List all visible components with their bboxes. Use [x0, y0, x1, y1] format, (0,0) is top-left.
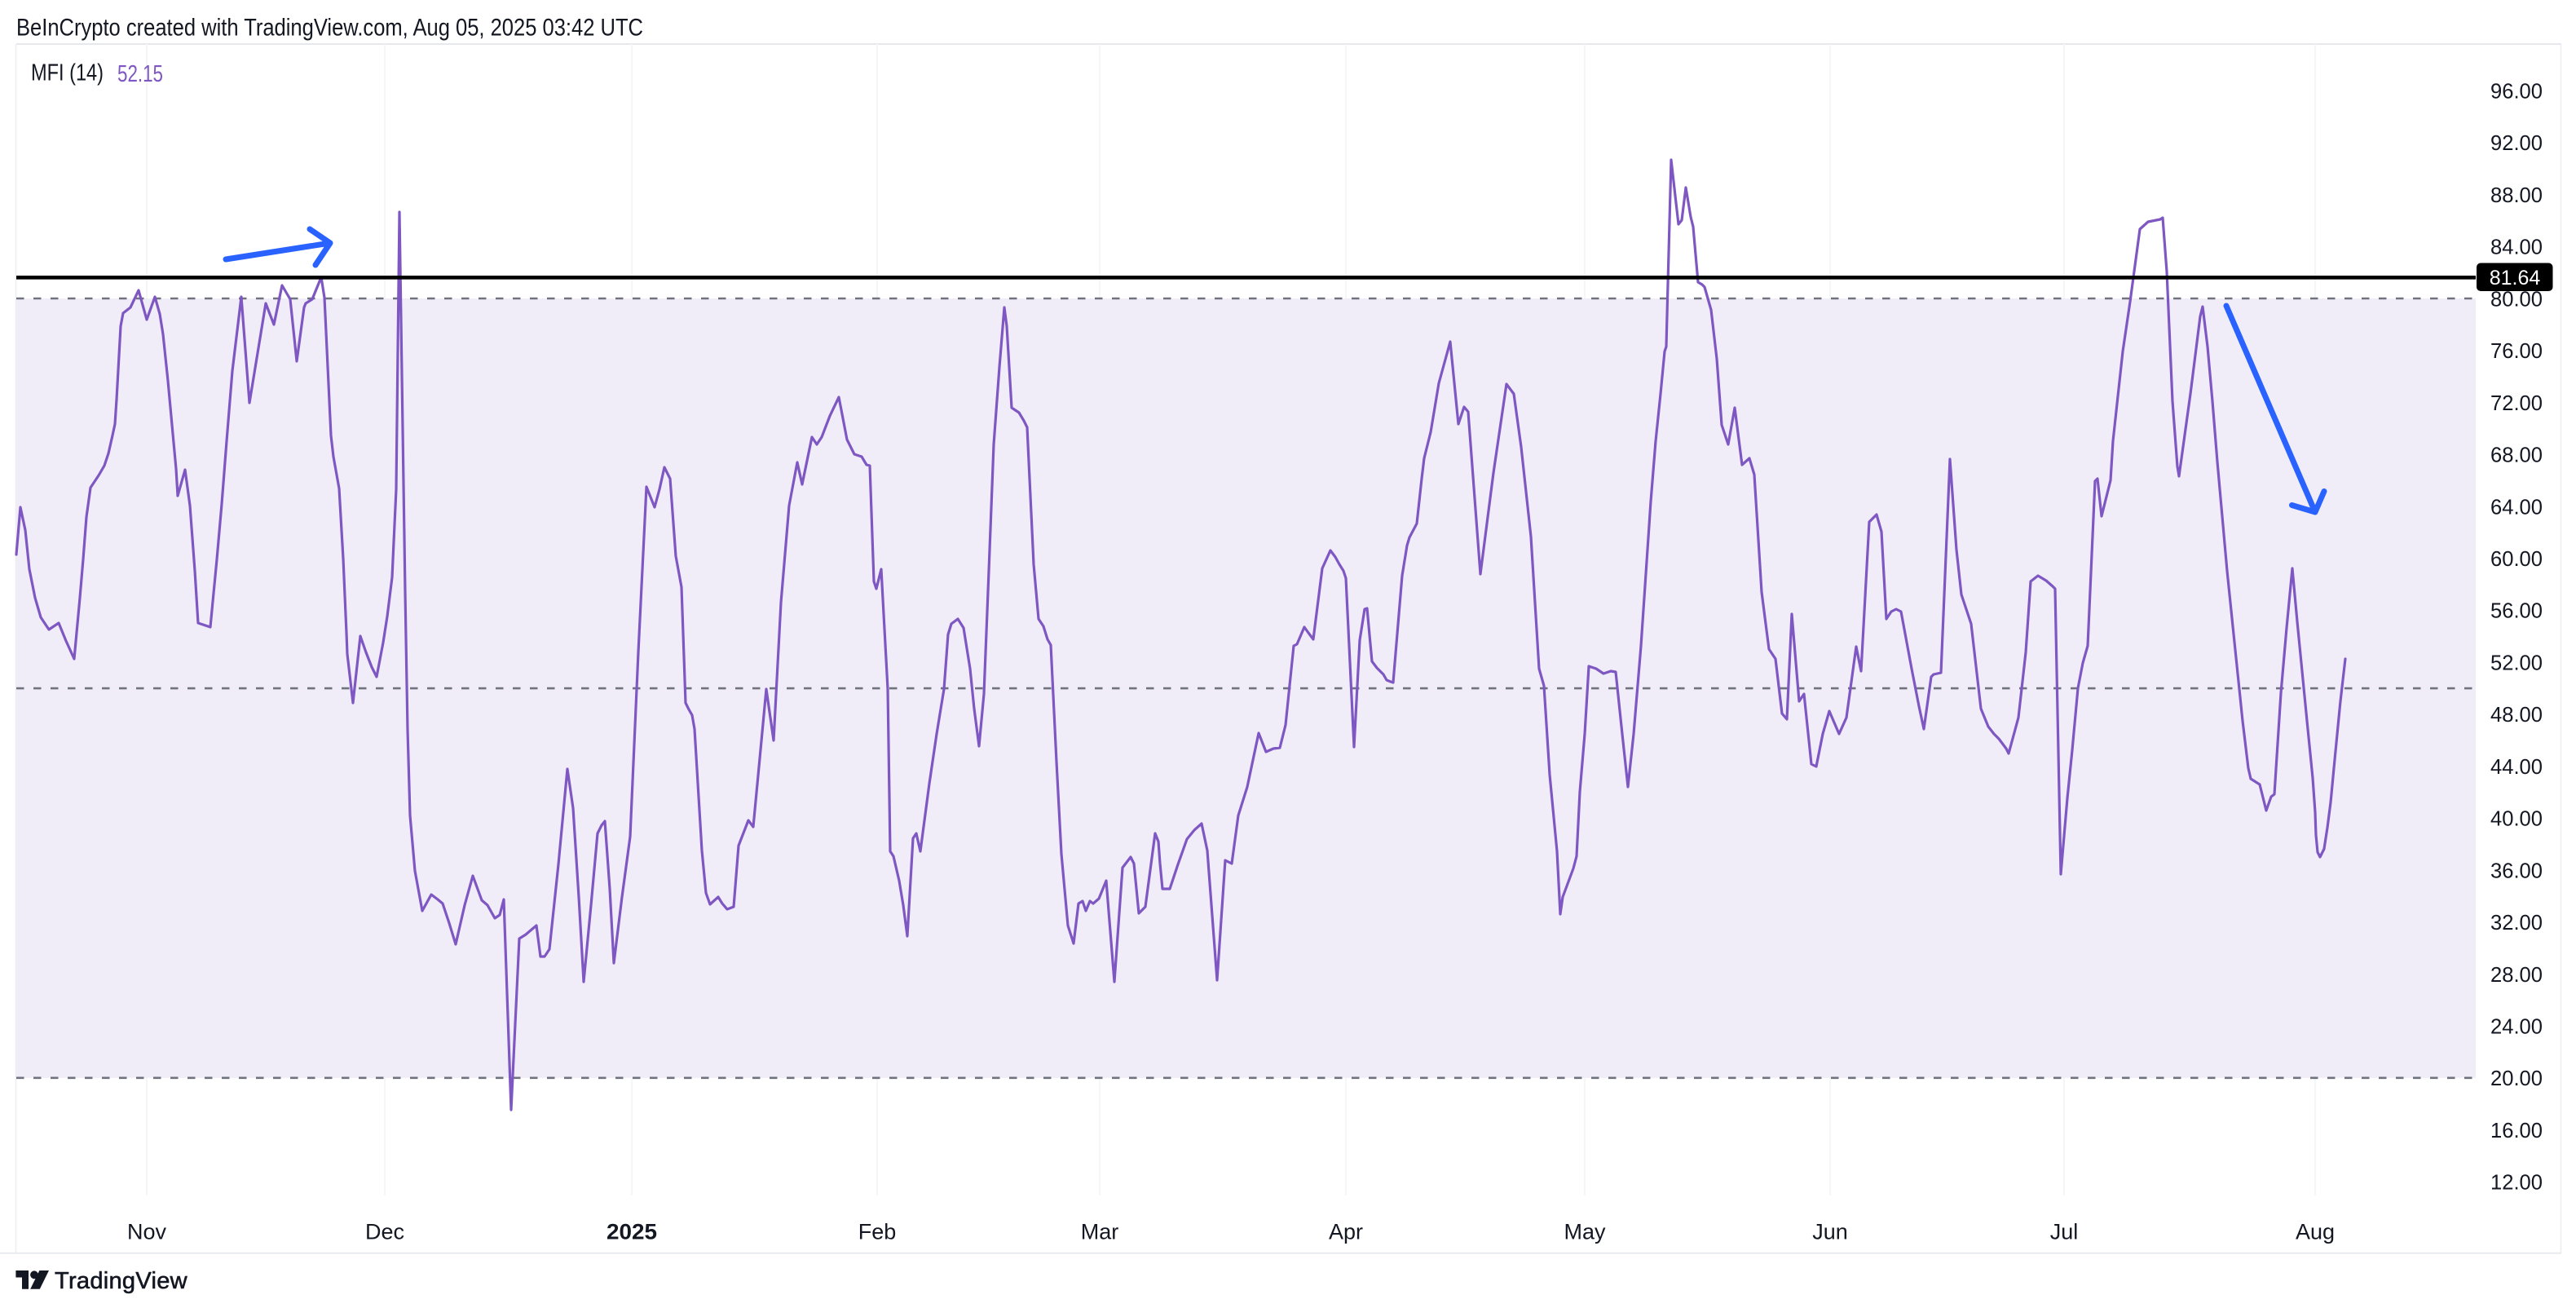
svg-text:Mar: Mar: [1081, 1220, 1119, 1244]
svg-text:52.00: 52.00: [2490, 650, 2543, 674]
svg-text:72.00: 72.00: [2490, 391, 2543, 415]
svg-text:TradingView: TradingView: [55, 1268, 188, 1294]
svg-text:Dec: Dec: [365, 1220, 404, 1244]
svg-text:81.64: 81.64: [2490, 267, 2541, 289]
svg-text:80.00: 80.00: [2490, 286, 2543, 311]
svg-text:BeInCrypto created with Tradin: BeInCrypto created with TradingView.com,…: [16, 15, 643, 42]
svg-text:48.00: 48.00: [2490, 702, 2543, 727]
svg-text:64.00: 64.00: [2490, 494, 2543, 519]
svg-text:Feb: Feb: [858, 1220, 897, 1244]
svg-text:16.00: 16.00: [2490, 1118, 2543, 1142]
svg-text:36.00: 36.00: [2490, 858, 2543, 882]
svg-text:28.00: 28.00: [2490, 962, 2543, 987]
svg-text:Aug: Aug: [2296, 1220, 2335, 1244]
svg-text:60.00: 60.00: [2490, 546, 2543, 571]
svg-text:96.00: 96.00: [2490, 79, 2543, 104]
svg-text:88.00: 88.00: [2490, 183, 2543, 207]
svg-text:68.00: 68.00: [2490, 443, 2543, 467]
svg-text:40.00: 40.00: [2490, 806, 2543, 831]
svg-text:20.00: 20.00: [2490, 1066, 2543, 1090]
svg-text:84.00: 84.00: [2490, 235, 2543, 259]
svg-text:12.00: 12.00: [2490, 1170, 2543, 1195]
svg-text:24.00: 24.00: [2490, 1014, 2543, 1039]
svg-text:Apr: Apr: [1329, 1220, 1363, 1244]
svg-text:32.00: 32.00: [2490, 910, 2543, 935]
svg-text:MFI (14): MFI (14): [31, 60, 104, 86]
svg-text:May: May: [1564, 1220, 1606, 1244]
svg-text:Jun: Jun: [1812, 1220, 1848, 1244]
svg-text:44.00: 44.00: [2490, 754, 2543, 779]
svg-text:56.00: 56.00: [2490, 599, 2543, 623]
svg-text:Jul: Jul: [2050, 1220, 2079, 1244]
svg-text:52.15: 52.15: [117, 61, 163, 87]
svg-text:Nov: Nov: [127, 1220, 167, 1244]
svg-text:92.00: 92.00: [2490, 130, 2543, 155]
svg-text:2025: 2025: [607, 1220, 657, 1244]
svg-text:76.00: 76.00: [2490, 338, 2543, 363]
